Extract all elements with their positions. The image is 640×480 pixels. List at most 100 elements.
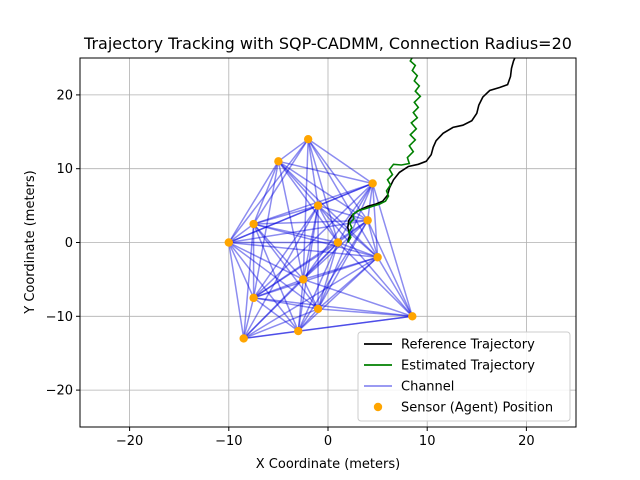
channel-line <box>302 183 374 280</box>
channel-line <box>317 205 379 258</box>
channel-line <box>228 241 319 310</box>
channel-line <box>317 204 368 222</box>
channel-line <box>307 138 369 221</box>
channel-line <box>252 161 280 225</box>
sensor-point <box>363 216 372 225</box>
trajectories <box>346 58 516 243</box>
channel-line <box>252 223 299 332</box>
channel-line <box>317 242 339 310</box>
y-tick-label: 10 <box>56 162 73 177</box>
channel-line <box>297 219 369 332</box>
channel-line <box>228 138 309 243</box>
channel-line <box>376 256 413 317</box>
channel-line <box>277 160 379 258</box>
channel-line <box>337 241 378 258</box>
channel-line <box>317 256 379 310</box>
channel-line <box>253 223 339 244</box>
channel-line <box>277 160 369 221</box>
legend-box <box>357 331 571 422</box>
channel-line <box>252 138 309 225</box>
x-tick-label: 10 <box>419 434 436 449</box>
channel-line <box>371 183 414 317</box>
channel-line <box>366 220 414 317</box>
channel-line <box>243 256 378 340</box>
channel-line <box>307 139 319 206</box>
channel-line <box>253 204 319 225</box>
channel-line <box>302 241 339 280</box>
sensor-point <box>373 253 382 262</box>
channel-line <box>243 241 339 339</box>
channel-line <box>371 183 379 258</box>
channel-line <box>243 315 413 340</box>
channel-line <box>228 223 255 244</box>
channel-line <box>337 241 413 317</box>
sensor-point <box>249 219 258 229</box>
channel-line <box>317 183 374 310</box>
channel-line <box>243 205 319 339</box>
channel-line <box>302 278 413 318</box>
channel-line <box>366 220 379 258</box>
legend-label: Estimated Trajectory <box>401 359 535 374</box>
x-axis-label: X Coordinate (meters) <box>256 457 400 472</box>
channel-line <box>302 219 369 280</box>
y-tick-label: 0 <box>65 236 73 251</box>
channel-line <box>317 205 339 243</box>
channel-line <box>277 160 319 207</box>
channel-line <box>253 223 304 280</box>
channel-line <box>317 182 373 207</box>
sensor-point <box>313 201 323 210</box>
channel-line <box>253 297 319 310</box>
channel-line <box>277 160 339 243</box>
legend-swatch <box>373 402 383 412</box>
channel-line <box>318 308 413 318</box>
channel-line <box>253 297 299 332</box>
channel-line <box>253 223 378 258</box>
channel-line <box>297 279 304 332</box>
channel-line <box>228 242 255 299</box>
channel-line <box>252 205 319 299</box>
channel-line <box>307 138 339 243</box>
channel-line <box>253 182 374 299</box>
sensor-point <box>368 179 377 188</box>
channel-line <box>297 205 319 332</box>
sensor-point <box>294 326 303 336</box>
channel-line <box>277 138 309 162</box>
channel-line <box>243 278 304 339</box>
sensor-point <box>224 238 233 247</box>
channel-line <box>297 242 339 332</box>
channel-line <box>298 315 413 332</box>
sensor-point <box>408 312 417 321</box>
channel-line <box>253 223 319 310</box>
sensor-point <box>274 157 283 166</box>
sensor-point <box>299 275 308 284</box>
chart-title: Trajectory Tracking with SQP-CADMM, Conn… <box>83 34 572 53</box>
channel-line <box>243 308 319 340</box>
channel-line <box>317 205 413 317</box>
channel-line <box>253 297 413 318</box>
channel-line <box>278 160 373 185</box>
channel-line <box>366 183 374 221</box>
sensor-point <box>303 134 313 144</box>
channel-line <box>243 330 299 340</box>
sensor-point <box>313 304 323 314</box>
channel-line <box>228 242 299 332</box>
x-tick-label: −20 <box>116 434 143 449</box>
y-tick-label: −10 <box>46 310 73 325</box>
channel-line <box>302 205 319 280</box>
channel-line <box>252 161 280 298</box>
y-tick-label: −20 <box>46 384 73 399</box>
channel-line <box>228 219 368 244</box>
channel-line <box>228 182 373 244</box>
channel-line <box>302 279 319 310</box>
channel-line <box>242 223 255 339</box>
channel-line <box>242 297 255 339</box>
y-axis-label: Y Coordinate (meters) <box>23 170 38 315</box>
channel-line <box>297 256 379 332</box>
channel-line <box>253 182 373 225</box>
x-tick-label: −10 <box>215 434 242 449</box>
channel-lines <box>228 138 414 340</box>
channel-line <box>302 256 378 281</box>
sensor-point <box>249 293 258 303</box>
channel-line <box>307 138 374 185</box>
